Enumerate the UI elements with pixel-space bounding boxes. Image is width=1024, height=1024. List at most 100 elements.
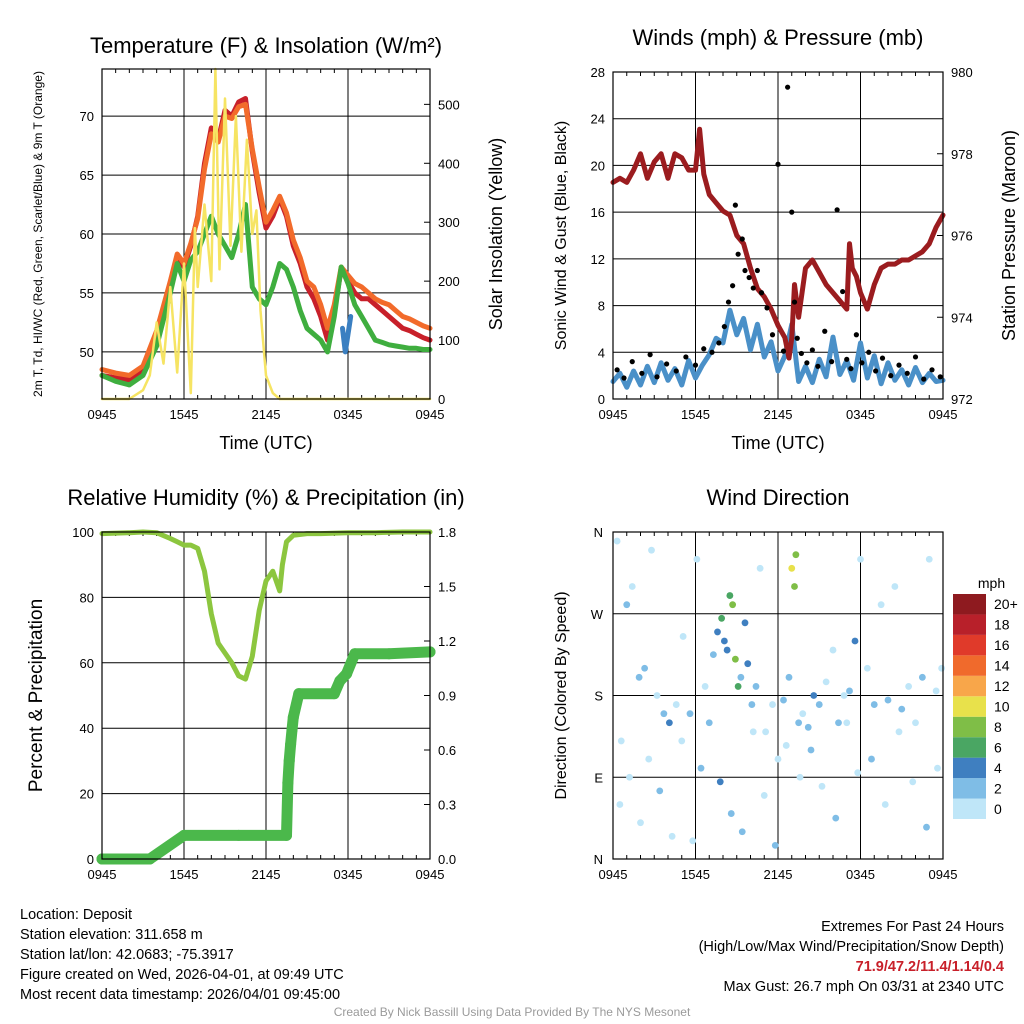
direction-point [829,646,837,654]
gust-point [834,207,840,213]
direction-point [857,555,864,563]
x-tick-label: 2145 [252,407,281,422]
station-info: Location: Deposit Station elevation: 311… [20,905,344,1005]
colorbar-label: 10 [994,699,1010,715]
y-tick-label: 20 [80,787,94,802]
direction-point [731,655,739,663]
humidity-precipitation-panel: 0945 1545 2145 0345 09450204060801000.00.30.… [26,485,465,882]
y-tick-label: N [594,852,603,867]
figure-created: Figure created on Wed, 2026-04-01, at 09… [20,967,344,983]
direction-point [795,719,803,727]
panel-title: Winds (mph) & Pressure (mb) [633,25,924,50]
direction-point [909,778,917,786]
y2-axis-label: Station Pressure (Maroon) [999,130,1019,341]
direction-point [769,701,776,708]
gust-point [929,367,935,373]
x-tick-label: 1545 [681,867,710,882]
direction-point [815,701,823,708]
x-tick-label: 0945 [929,867,958,882]
y2-tick-label: 0.6 [438,743,456,758]
direction-point [905,683,913,690]
plot-frame [101,68,431,400]
y-tick-label: 50 [80,345,94,360]
y2-tick-label: 500 [438,97,460,112]
direction-point [656,787,664,795]
y-tick-label: 60 [80,656,94,671]
x-tick-label: 0945 [929,407,958,422]
y-tick-label: 16 [591,205,605,220]
direction-point [738,828,746,836]
gust-point [647,352,653,358]
colorbar-swatch [953,778,986,799]
y-tick-label: 55 [80,286,94,301]
colorbar-swatch [953,594,986,615]
direction-point [716,778,724,786]
gust-point [815,363,821,369]
gust-point [683,354,689,360]
direction-point [760,792,768,799]
gust-point [764,305,770,311]
gust-point [937,374,943,380]
recent-timestamp: Most recent data timestamp: 2026/04/01 0… [20,987,341,1003]
series-line-relative-humidity [99,529,433,682]
gust-point [848,366,854,372]
direction-point [678,737,686,745]
direction-point [782,742,790,749]
direction-point [923,823,930,831]
colorbar-label: 2 [994,780,1002,796]
direction-point [840,692,848,699]
panel-title: Wind Direction [706,485,849,510]
y-tick-label: E [594,770,603,785]
direction-point [727,810,735,817]
direction-point [701,683,709,690]
colorbar-swatch [953,675,986,697]
gust-point [904,370,910,376]
direction-point [714,628,721,636]
direction-point [891,583,899,590]
colorbar-swatch [953,798,986,819]
y-tick-label: 40 [80,721,94,736]
y-tick-label: 70 [80,109,94,124]
direction-point [689,837,697,845]
colorbar-swatch [953,716,986,738]
gust-point [859,360,865,366]
gust-point [621,375,627,381]
y-tick-label: 0 [598,392,605,407]
x-tick-label: 2145 [764,407,793,422]
y2-tick-label: 1.2 [438,634,456,649]
direction-point [616,801,624,808]
direction-point [737,673,745,681]
direction-point [851,637,859,645]
plot-frame [101,531,431,860]
colorbar-swatch [953,634,986,656]
gust-point [673,368,679,374]
direction-point [637,819,644,827]
y2-tick-label: 978 [951,147,973,162]
direction-point [771,841,779,849]
y2-tick-label: 200 [438,274,460,289]
y-tick-label: 28 [591,65,605,80]
direction-point [796,773,804,781]
direction-point [835,719,842,727]
gust-point [701,346,707,352]
direction-point [780,696,787,704]
gust-point [758,290,765,296]
direction-point [623,601,631,609]
direction-point [613,537,621,545]
direction-point [877,601,885,609]
plot-frame [612,71,944,400]
gust-point [654,374,660,380]
colorbar-swatch [953,757,986,779]
x-tick-label: 0945 [599,407,628,422]
gust-point [789,209,795,215]
direction-point [912,719,919,727]
y-tick-label: 20 [591,158,605,173]
series-line-9m-t [99,101,433,378]
direction-point [932,687,940,695]
panel-title: Relative Humidity (%) & Precipitation (i… [67,485,464,510]
direction-point [723,646,731,654]
x-tick-label: 2145 [764,867,793,882]
direction-point [870,701,878,708]
